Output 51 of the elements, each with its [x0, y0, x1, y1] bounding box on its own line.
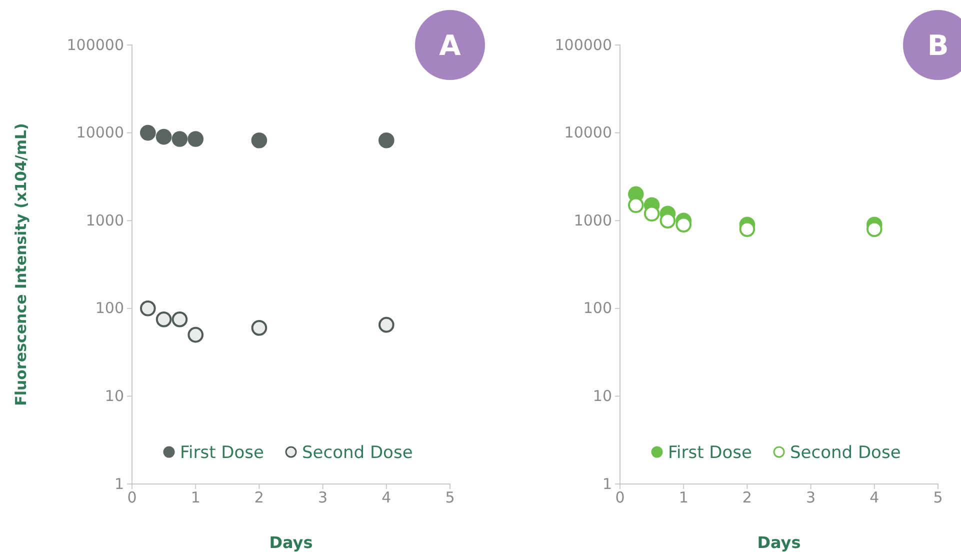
point: [628, 197, 644, 214]
x-tick-label: 3: [806, 488, 816, 507]
legend-label: Second Dose: [302, 443, 413, 463]
x-tick-label: 4: [382, 488, 392, 507]
x-tick-label: 0: [615, 488, 625, 507]
x-tick-label: 1: [678, 488, 688, 507]
x-tick-label: 1: [190, 488, 200, 507]
x-tick-label: 2: [742, 488, 752, 507]
point: [140, 124, 156, 141]
x-tick-label: 5: [933, 488, 943, 507]
x-tick-label: 0: [127, 488, 137, 507]
x-tick-label: 2: [254, 488, 264, 507]
x-axis-title: Days: [269, 533, 313, 552]
annotation: A: [439, 29, 462, 62]
y-tick-label: 1: [114, 474, 124, 493]
point: [140, 300, 156, 316]
point: [866, 221, 882, 238]
y-tick-label: 10: [104, 387, 124, 405]
legend-label: Second Dose: [790, 443, 901, 463]
x-tick-label: 4: [870, 488, 880, 507]
y-tick-label: 10000: [564, 124, 612, 142]
point: [251, 132, 268, 148]
y-tick-label: 1000: [574, 211, 612, 230]
x-axis-title: Days: [757, 533, 801, 552]
point: [378, 316, 394, 333]
point: [156, 128, 172, 145]
point: [251, 320, 268, 336]
legend-label: First Dose: [668, 443, 752, 463]
y-tick-label: 10000: [76, 124, 124, 142]
x-tick-label: 5: [445, 488, 455, 507]
y-tick-label: 1: [602, 474, 612, 493]
y-tick-label: 100000: [554, 36, 612, 54]
annotation: B: [927, 29, 949, 62]
point: [172, 131, 188, 147]
point: [188, 131, 204, 147]
point: [172, 311, 188, 328]
y-tick-label: 100000: [66, 36, 124, 54]
y-tick-label: 100: [95, 299, 124, 318]
y-tick-label: 10: [592, 387, 612, 405]
point: [660, 212, 676, 228]
point: [156, 311, 172, 328]
y-tick-label: 100: [583, 299, 612, 318]
point: [644, 206, 660, 222]
point: [378, 132, 394, 148]
point: [739, 221, 756, 238]
x-tick-label: 3: [318, 488, 328, 507]
y-axis-title: Fluorescence Intensity (x104/mL): [12, 123, 30, 406]
point: [676, 216, 692, 233]
point: [188, 326, 204, 343]
y-tick-label: 1000: [86, 211, 124, 230]
legend-label: First Dose: [180, 443, 264, 463]
